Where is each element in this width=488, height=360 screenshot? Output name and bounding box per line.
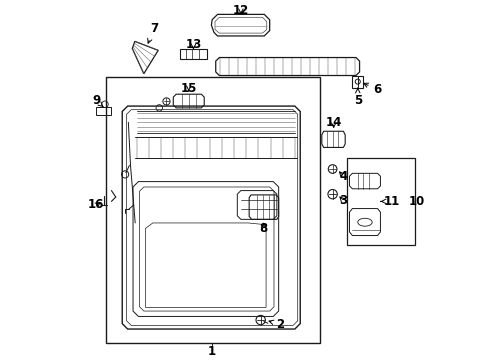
Text: 7: 7 [147,22,158,43]
Text: 9: 9 [92,94,103,107]
Text: 10: 10 [408,195,425,208]
Text: 5: 5 [353,88,361,107]
Bar [352,76,363,88]
Text: 2: 2 [268,318,284,331]
Bar [106,77,319,343]
Text: 14: 14 [325,116,341,129]
Text: 12: 12 [232,4,248,17]
Text: 8: 8 [259,222,267,235]
Text: 4: 4 [339,170,347,183]
Text: 15: 15 [180,82,197,95]
Bar [346,158,414,244]
Text: 1: 1 [208,345,216,358]
Text: 11: 11 [380,195,399,208]
Text: 13: 13 [185,39,201,51]
Bar [96,107,110,115]
Text: 6: 6 [363,83,381,96]
Bar [180,49,206,59]
Text: 3: 3 [339,194,347,207]
Text: 16: 16 [88,198,104,211]
